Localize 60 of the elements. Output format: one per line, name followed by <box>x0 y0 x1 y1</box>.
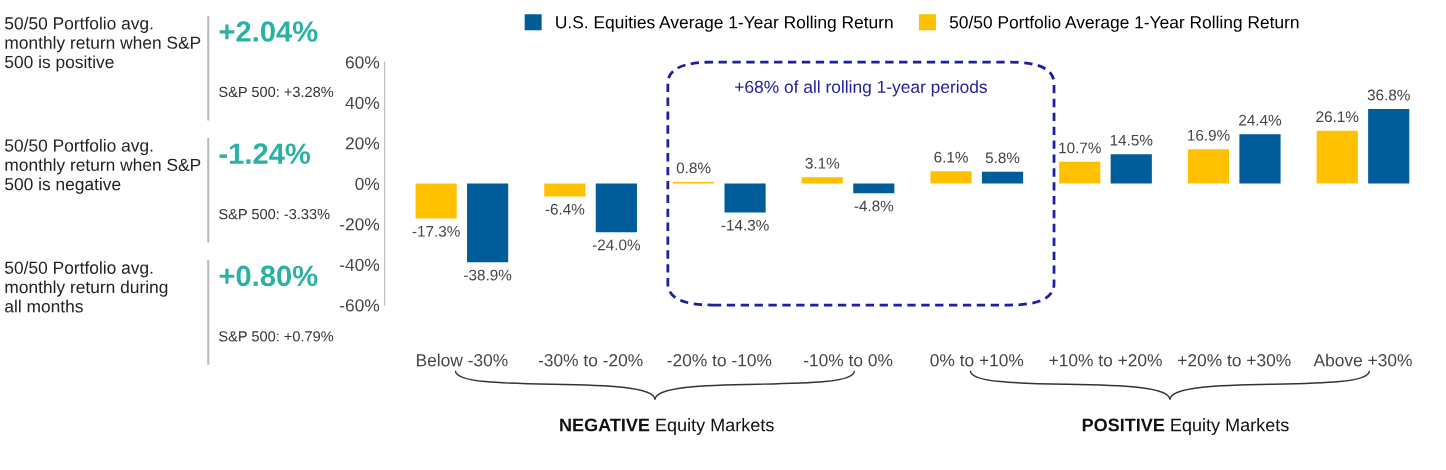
y-tick-label: 40% <box>345 96 380 109</box>
bar <box>801 177 843 184</box>
data-label: 5.8% <box>985 152 1020 164</box>
bar <box>930 171 972 184</box>
text: POSITIVE Equity Markets <box>1082 418 1289 435</box>
bar <box>981 171 1024 184</box>
text: 50/50 Portfolio avg. monthly return when S&P 500 is negative <box>5 138 201 194</box>
y-tick-label: -20% <box>340 218 380 231</box>
text: +0.80% <box>219 265 318 287</box>
bar <box>415 183 457 219</box>
y-tick-label: -40% <box>340 258 380 271</box>
data-label: -38.9% <box>464 269 512 281</box>
y-tick-label: 0% <box>355 177 380 190</box>
x-tick-label: +20% to +30% <box>1178 354 1291 367</box>
text: 50/50 Portfolio avg. monthly return during all months <box>5 261 168 313</box>
data-label: 3.1% <box>805 157 840 169</box>
bar <box>853 183 895 194</box>
x-tick-label: Below -30% <box>416 353 508 367</box>
data-label: -24.0% <box>592 239 641 251</box>
data-label: -6.4% <box>545 203 585 215</box>
data-label: -14.3% <box>721 219 769 231</box>
x-tick-label: 0% to +10% <box>930 354 1024 367</box>
x-tick-label: -20% to -10% <box>667 354 772 367</box>
legend-label: U.S. Equities Average 1-Year Rolling Return <box>556 15 893 32</box>
x-tick-label: +10% to +20% <box>1049 354 1162 367</box>
x-tick-label: -10% to 0% <box>803 354 893 367</box>
data-label: 14.5% <box>1110 134 1153 146</box>
x-tick-label: -30% to -20% <box>538 354 643 367</box>
bar <box>467 183 509 263</box>
data-label: 36.8% <box>1367 89 1410 101</box>
x-tick-label: Above +30% <box>1313 353 1412 367</box>
text: +2.04% <box>219 21 318 42</box>
bar <box>1368 109 1410 184</box>
data-label: 16.9% <box>1188 129 1230 141</box>
bar <box>1059 161 1101 184</box>
data-label: 0.8% <box>676 162 711 174</box>
text: S&P 500: +3.28% <box>219 86 334 98</box>
text: NEGATIVE Equity Markets <box>560 418 774 435</box>
y-tick-label: -60% <box>340 299 380 312</box>
bar <box>724 183 766 213</box>
text: 50/50 Portfolio avg. monthly return when S&P 500 is positive <box>5 16 201 72</box>
legend-label: 50/50 Portfolio Average 1-Year Rolling Return <box>949 15 1299 32</box>
text: -1.24% <box>219 143 311 164</box>
data-label: -17.3% <box>412 225 460 237</box>
data-label: 10.7% <box>1059 142 1101 154</box>
data-label: 24.4% <box>1239 114 1282 126</box>
y-tick-label: 60% <box>345 56 380 69</box>
bar <box>595 183 637 233</box>
bar <box>1239 134 1281 184</box>
text: S&P 500: -3.33% <box>219 208 330 220</box>
bar <box>1110 154 1152 184</box>
data-label: -4.8% <box>854 200 894 212</box>
bar <box>1187 149 1230 184</box>
bar <box>1316 130 1358 184</box>
bar <box>544 183 586 197</box>
data-label: 26.1% <box>1316 111 1359 123</box>
y-tick-label: 20% <box>345 137 380 150</box>
text: S&P 500: +0.79% <box>219 331 334 342</box>
data-label: 6.1% <box>934 151 968 163</box>
annotation: +68% of all rolling 1-year periods <box>735 80 987 97</box>
